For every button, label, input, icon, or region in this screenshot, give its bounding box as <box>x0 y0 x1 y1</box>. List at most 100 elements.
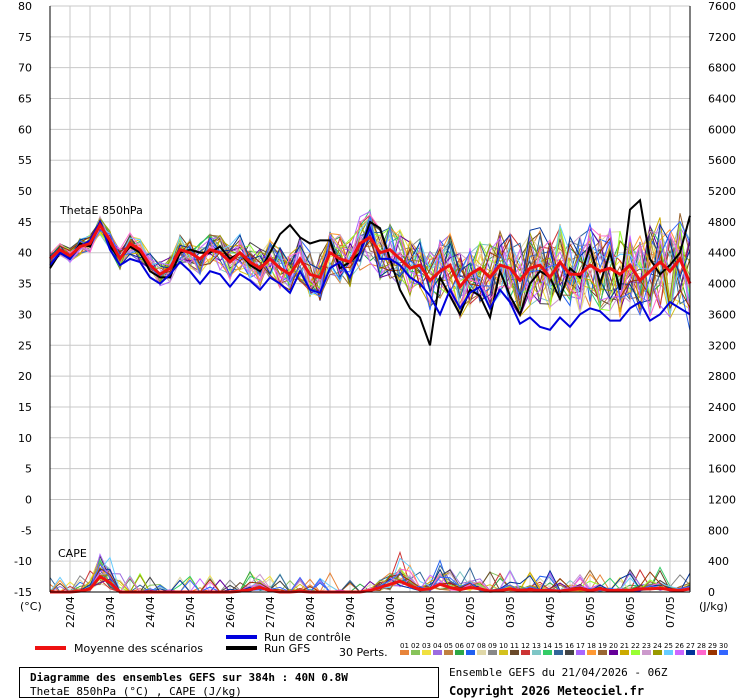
legend-pert-swatch <box>488 650 497 655</box>
left-tick-label: 30 <box>18 308 32 321</box>
legend-pert-swatch <box>686 650 695 655</box>
right-tick-label: 7600 <box>708 0 736 13</box>
left-tick-label: 20 <box>18 370 32 383</box>
legend-pert-number: 18 <box>587 642 596 650</box>
right-tick-label: 3200 <box>708 339 736 352</box>
right-tick-label: 400 <box>708 555 729 568</box>
legend-pert-swatch <box>642 650 651 655</box>
series-line <box>49 219 691 331</box>
legend-pert-swatch <box>422 650 431 655</box>
legend-pert-number: 06 <box>455 642 464 650</box>
legend-pert-swatch <box>521 650 530 655</box>
perturbation-line <box>49 216 691 317</box>
legend-pert-swatch <box>620 650 629 655</box>
legend-pert-swatch <box>587 650 596 655</box>
copyright-label: Copyright 2026 Meteociel.fr <box>449 684 645 698</box>
x-tick-label: 03/05 <box>504 596 517 628</box>
legend-pert-number: 05 <box>444 642 453 650</box>
axes: 80757065605550454035302520151050-5-10-15… <box>14 0 736 628</box>
legend-pert-number: 23 <box>642 642 651 650</box>
right-tick-label: 4800 <box>708 216 736 229</box>
legend-pert-swatch <box>576 650 585 655</box>
legend-pert-swatch <box>554 650 563 655</box>
left-tick-label: 0 <box>25 493 32 506</box>
right-tick-label: 5600 <box>708 154 736 167</box>
left-tick-label: 75 <box>18 31 32 44</box>
ensemble-chart: 80757065605550454035302520151050-5-10-15… <box>14 0 736 659</box>
right-tick-label: 800 <box>708 524 729 537</box>
legend-pert-number: 11 <box>510 642 519 650</box>
legend-pert-number: 19 <box>598 642 607 650</box>
panel-label-thetae: ThetaE 850hPa <box>59 204 143 217</box>
legend-pert-swatch <box>631 650 640 655</box>
right-tick-label: 0 <box>708 586 715 599</box>
legend-pert-number: 01 <box>400 642 409 650</box>
right-tick-label: 2000 <box>708 432 736 445</box>
x-tick-label: 06/05 <box>624 596 637 628</box>
legend-pert-number: 27 <box>686 642 695 650</box>
legend-pert-number: 28 <box>697 642 706 650</box>
left-tick-label: 5 <box>25 463 32 476</box>
left-tick-label: 60 <box>18 123 32 136</box>
x-tick-label: 25/04 <box>184 596 197 628</box>
right-tick-label: 6800 <box>708 62 736 75</box>
legend-pert-number: 09 <box>488 642 497 650</box>
panel-label-cape: CAPE <box>58 547 87 560</box>
left-tick-label: -15 <box>14 586 32 599</box>
ensemble-run-label: Ensemble GEFS du 21/04/2026 - 06Z <box>449 666 668 679</box>
legend-pert-swatch <box>455 650 464 655</box>
right-tick-label: 4000 <box>708 278 736 291</box>
left-tick-label: 35 <box>18 278 32 291</box>
right-tick-label: 1200 <box>708 493 736 506</box>
legend-pert-number: 04 <box>433 642 442 650</box>
x-tick-label: 28/04 <box>304 596 317 628</box>
legend-label-gfs: Run GFS <box>264 642 310 655</box>
legend-pert-swatch <box>543 650 552 655</box>
legend-pert-number: 15 <box>554 642 563 650</box>
legend-pert-swatch <box>675 650 684 655</box>
legend-pert-swatch <box>609 650 618 655</box>
info-box: Diagramme des ensembles GEFS sur 384h : … <box>19 667 439 698</box>
legend-pert-swatch <box>598 650 607 655</box>
legend-pert-swatch <box>444 650 453 655</box>
legend-pert-number: 03 <box>422 642 431 650</box>
legend-pert-swatch <box>466 650 475 655</box>
legend-pert-swatch <box>653 650 662 655</box>
left-axis-unit: (°C) <box>20 600 42 613</box>
legend: Moyenne des scénarios Run de contrôleRun … <box>35 631 728 659</box>
right-tick-label: 4400 <box>708 247 736 260</box>
right-tick-label: 5200 <box>708 185 736 198</box>
legend-pert-number: 24 <box>653 642 662 650</box>
perturbation-line <box>49 224 691 316</box>
right-tick-label: 2800 <box>708 370 736 383</box>
legend-pert-number: 20 <box>609 642 618 650</box>
left-tick-label: 80 <box>18 0 32 13</box>
legend-pert-number: 02 <box>411 642 420 650</box>
legend-pert-number: 12 <box>521 642 530 650</box>
x-tick-label: 23/04 <box>104 596 117 628</box>
left-tick-label: -10 <box>14 555 32 568</box>
legend-pert-number: 16 <box>565 642 574 650</box>
legend-pert-swatch <box>532 650 541 655</box>
legend-pert-swatch <box>477 650 486 655</box>
series-line <box>48 222 692 290</box>
legend-pert-swatch <box>411 650 420 655</box>
legend-pert-number: 14 <box>543 642 552 650</box>
legend-pert-swatch <box>719 650 728 655</box>
left-tick-label: -5 <box>21 524 32 537</box>
legend-pert-number: 22 <box>631 642 640 650</box>
x-tick-label: 01/05 <box>424 596 437 628</box>
left-tick-label: 45 <box>18 216 32 229</box>
left-tick-label: 65 <box>18 93 32 106</box>
left-tick-label: 40 <box>18 247 32 260</box>
legend-pert-swatch <box>664 650 673 655</box>
right-tick-label: 7200 <box>708 31 736 44</box>
right-tick-label: 3600 <box>708 308 736 321</box>
left-tick-label: 15 <box>18 401 32 414</box>
legend-pert-number: 26 <box>675 642 684 650</box>
x-tick-label: 24/04 <box>144 596 157 628</box>
legend-pert-number: 21 <box>620 642 629 650</box>
legend-pert-swatch <box>565 650 574 655</box>
x-tick-label: 22/04 <box>64 596 77 628</box>
legend-label-perts: 30 Perts. <box>339 646 388 659</box>
